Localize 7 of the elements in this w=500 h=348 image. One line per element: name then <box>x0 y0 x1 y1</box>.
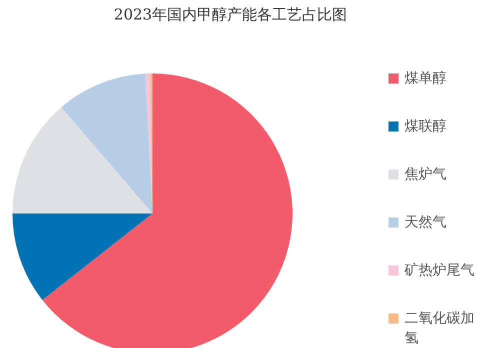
legend-label: 煤联醇 <box>404 118 446 134</box>
legend-label: 矿热炉尾气 <box>404 262 474 278</box>
chart-title: 2023年国内甲醇产能各工艺占比图 <box>114 6 348 24</box>
legend-label: 天然气 <box>404 214 446 230</box>
legend-label: 二氧化碳加氢 <box>404 310 474 346</box>
legend-label: 煤单醇 <box>404 70 446 86</box>
legend-label: 焦炉气 <box>404 166 446 182</box>
